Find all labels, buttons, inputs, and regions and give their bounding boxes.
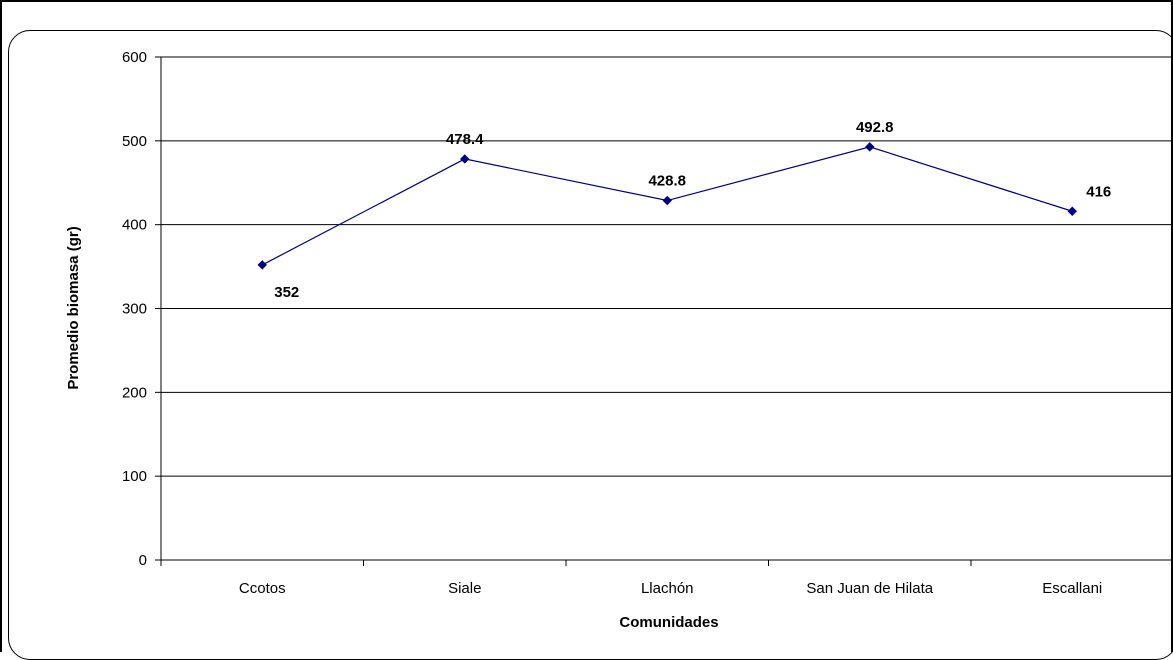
data-point-marker [460, 154, 470, 164]
data-label: 492.8 [856, 119, 894, 136]
x-axis-title: Comunidades [619, 614, 718, 631]
x-tick-label: San Juan de Hilata [806, 580, 933, 597]
data-point-marker [257, 260, 267, 270]
y-tick-label: 100 [122, 468, 147, 485]
y-tick-label: 200 [122, 384, 147, 401]
data-point-marker [662, 195, 672, 206]
y-tick-label: 0 [139, 552, 147, 569]
data-label: 416 [1086, 183, 1111, 200]
data-point-marker [1067, 206, 1077, 216]
data-label: 478.4 [446, 131, 484, 148]
y-tick-label: 400 [122, 217, 147, 234]
x-tick-label: Siale [448, 580, 481, 597]
series-path [261, 146, 1073, 266]
x-tick-label: Ccotos [239, 580, 286, 597]
series-line [257, 142, 1077, 270]
x-tick-label: Escallani [1042, 580, 1102, 597]
y-axis-title: Promedio biomasa (gr) [65, 226, 82, 389]
y-tick-label: 600 [122, 49, 147, 66]
data-point-marker [865, 142, 875, 152]
y-ticks: 0 100 200 300 400 500 600 [122, 49, 161, 569]
x-ticks: Ccotos Siale Llachón San Juan de Hilata Esca… [160, 560, 1102, 597]
data-labels: 352 478.4 428.8 492.8 416 [274, 119, 1111, 301]
data-label: 428.8 [648, 173, 686, 190]
y-tick-label: 300 [122, 301, 147, 318]
gridlines [161, 56, 1173, 477]
y-tick-label: 500 [122, 133, 147, 150]
x-tick-label: Llachón [641, 580, 694, 597]
data-label: 352 [274, 284, 299, 301]
